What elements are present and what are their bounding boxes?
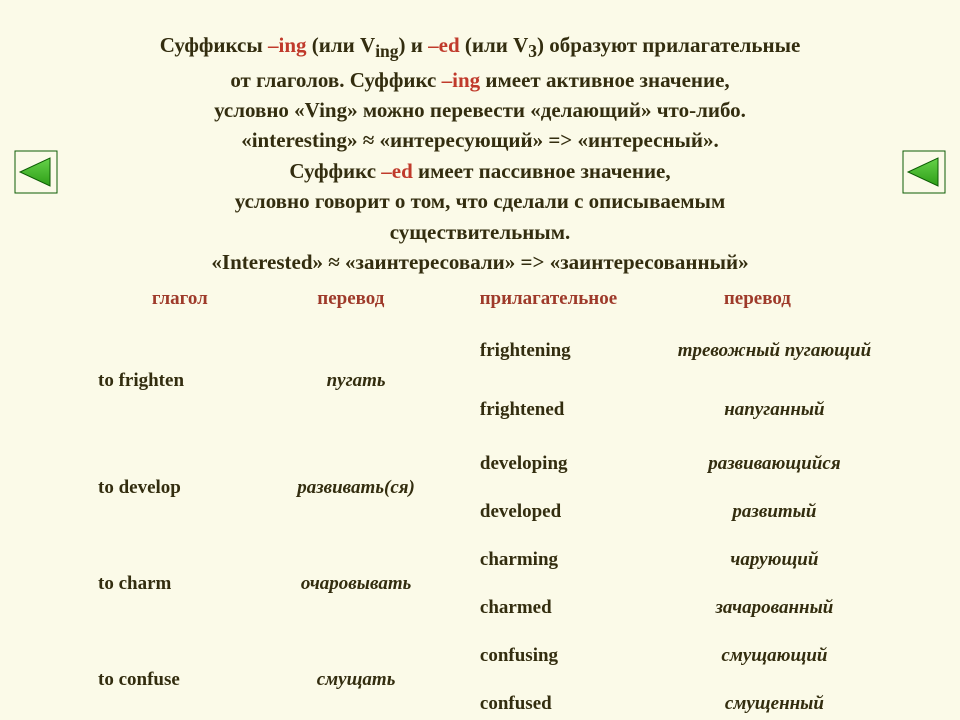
heading-ing: –ing	[268, 33, 307, 57]
verb-cell: to confuse	[80, 632, 262, 720]
adj-translation-ed: напуганный	[669, 389, 880, 431]
col-header-translation: перевод	[260, 288, 442, 310]
col-header-adjective: прилагательное	[442, 288, 655, 310]
adjective-cell: frightening frightened	[450, 322, 669, 440]
col-header-verb: глагол	[100, 288, 260, 310]
heading-line-4: «interesting» ≈ «интересующий» => «интер…	[40, 125, 920, 155]
adjective-ed: charmed	[450, 587, 669, 629]
prev-arrow-button[interactable]	[14, 150, 58, 194]
heading-line-1: Суффиксы –ing (или Ving) и –ed (или V3) …	[40, 30, 920, 65]
table-row: to develop развивать(ся) developing deve…	[80, 440, 880, 536]
adj-translation-ed: смущенный	[669, 683, 880, 720]
adjective-ed: frightened	[450, 389, 669, 431]
heading-ed: –ed	[428, 33, 460, 57]
col-header-adj-translation: перевод	[655, 288, 860, 310]
adj-translation-ing: развивающийся	[669, 443, 880, 485]
adjective-cell: confusing confused	[450, 632, 669, 720]
adjective-cell: developing developed	[450, 440, 669, 536]
adjective-translation-cell: смущающий смущенный	[669, 632, 880, 720]
table-row: to frighten пугать frightening frightene…	[80, 322, 880, 440]
heading-block: Суффиксы –ing (или Ving) и –ed (или V3) …	[40, 30, 920, 278]
adjective-translation-cell: тревожный пугающий напуганный	[669, 322, 880, 440]
heading-text: (или V	[307, 33, 376, 57]
heading-line-5: Суффикс –ed имеет пассивное значение,	[40, 156, 920, 186]
heading-text: имеет пассивное значение,	[413, 159, 671, 183]
heading-text: ) образуют прилагательные	[537, 33, 800, 57]
verb-translation-cell: смущать	[262, 632, 450, 720]
adjective-translation-cell: чарующий зачарованный	[669, 536, 880, 632]
heading-text: имеет активное значение,	[480, 68, 730, 92]
heading-line-8: «Interested» ≈ «заинтересовали» => «заин…	[40, 247, 920, 277]
adj-translation-ing: чарующий	[669, 539, 880, 581]
heading-sub: 3	[528, 41, 537, 61]
adjective-ing: charming	[450, 539, 669, 581]
verb-translation-cell: очаровывать	[262, 536, 450, 632]
slide-page: Суффиксы –ing (или Ving) и –ed (или V3) …	[0, 0, 960, 720]
heading-text: Суффикс	[289, 159, 381, 183]
heading-line-3: условно «Ving» можно перевести «делающий…	[40, 95, 920, 125]
adjective-ing: confusing	[450, 635, 669, 677]
table-column-headers: глагол перевод прилагательное перевод	[100, 288, 860, 310]
adj-translation-ing: смущающий	[669, 635, 880, 677]
heading-text: от глаголов. Суффикс	[230, 68, 441, 92]
verb-translation-cell: пугать	[262, 322, 450, 440]
heading-line-2: от глаголов. Суффикс –ing имеет активное…	[40, 65, 920, 95]
arrow-left-icon	[14, 150, 58, 194]
heading-line-6: условно говорит о том, что сделали с опи…	[40, 186, 920, 216]
adjective-ing: frightening	[450, 330, 669, 372]
adjective-ed: confused	[450, 683, 669, 720]
heading-text: ) и	[399, 33, 429, 57]
table-row: to charm очаровывать charming charmed ча…	[80, 536, 880, 632]
table-row: to confuse смущать confusing confused см…	[80, 632, 880, 720]
word-table: to frighten пугать frightening frightene…	[80, 322, 880, 720]
heading-line-7: существительным.	[40, 217, 920, 247]
verb-cell: to frighten	[80, 322, 262, 440]
arrow-left-icon	[902, 150, 946, 194]
adj-translation-ed: развитый	[669, 491, 880, 533]
adjective-ed: developed	[450, 491, 669, 533]
adjective-translation-cell: развивающийся развитый	[669, 440, 880, 536]
adjective-cell: charming charmed	[450, 536, 669, 632]
verb-cell: to develop	[80, 440, 262, 536]
adj-translation-ing: тревожный пугающий	[669, 330, 880, 372]
heading-ing: –ing	[442, 68, 481, 92]
verb-translation-cell: развивать(ся)	[262, 440, 450, 536]
adjective-ing: developing	[450, 443, 669, 485]
heading-sub: ing	[375, 41, 398, 61]
heading-ed: –ed	[381, 159, 413, 183]
adj-translation-ed: зачарованный	[669, 587, 880, 629]
verb-cell: to charm	[80, 536, 262, 632]
next-arrow-button[interactable]	[902, 150, 946, 194]
heading-text: Суффиксы	[160, 33, 268, 57]
heading-text: (или V	[460, 33, 529, 57]
